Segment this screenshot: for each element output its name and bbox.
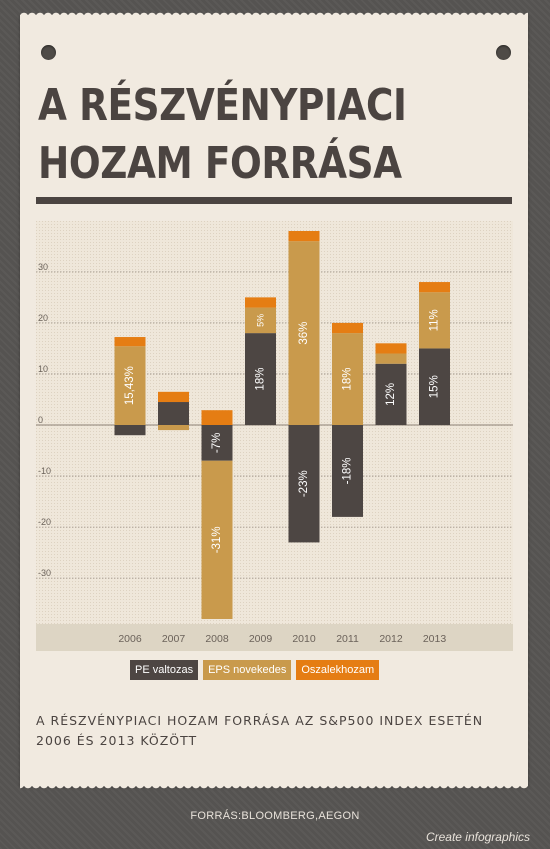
y-tick-label: 20: [38, 313, 48, 323]
torn-edge-top: [20, 9, 528, 17]
bar-pe-valtozas-2006: [114, 425, 146, 436]
stacked-bar-chart: 15,43% -7% -31% 18% 5% -23% 36% -18% 18% 12% 15% 11…: [36, 221, 513, 651]
bar-oszalekhozam-2011: [332, 322, 363, 334]
bar-eps-novekedes-2007: [158, 425, 189, 431]
chart-subtitle: A RÉSZVÉNYPIACI HOZAM FORRÁSA AZ S&P500 …: [36, 711, 516, 751]
y-tick-label: 30: [38, 262, 48, 272]
y-tick-label: -30: [38, 568, 51, 578]
bar-oszalekhozam-2008: [201, 410, 233, 425]
bar-pe-valtozas-2012: [375, 363, 407, 425]
data-label-2009: 5%: [256, 314, 266, 327]
data-label-2008: -7%: [211, 433, 223, 453]
bar-eps-novekedes-2006: [114, 346, 146, 425]
bar-oszalekhozam-2007: [158, 391, 189, 403]
data-label-2008: -31%: [211, 526, 223, 553]
bar-pe-valtozas-2008: [201, 425, 233, 461]
bar-pe-valtozas-2009: [245, 333, 276, 425]
paper-card: A RÉSZVÉNYPIACI HOZAM FORRÁSA 15,43% -7% -…: [20, 9, 528, 792]
source-note: FORRÁS:BLOOMBERG,AEGON: [190, 810, 360, 822]
pin-hole-left-icon: [41, 45, 56, 60]
pin-hole-right-icon: [496, 45, 511, 60]
bar-oszalekhozam-2012: [375, 343, 407, 354]
subtitle-line-1: A RÉSZVÉNYPIACI HOZAM FORRÁSA AZ S&P500 …: [36, 713, 484, 728]
y-tick-label: -20: [38, 517, 51, 527]
legend-item-eps-novekedes: EPS novekedes: [203, 660, 292, 680]
bar-eps-novekedes-2009: [245, 307, 276, 334]
x-axis-band: [36, 624, 513, 651]
legend-item-oszalekhozam: Oszalekhozam: [296, 660, 380, 680]
y-tick-label: -10: [38, 466, 51, 476]
bar-pe-valtozas-2010: [288, 425, 320, 543]
title-line-2: HOZAM FORRÁSA: [38, 138, 402, 189]
bar-oszalekhozam-2006: [114, 337, 146, 347]
data-label-2011: -18%: [342, 458, 354, 485]
x-tick-label-2008: 2008: [205, 633, 229, 645]
bar-pe-valtozas-2011: [332, 425, 363, 517]
data-label-2009: 18%: [255, 368, 267, 391]
bar-oszalekhozam-2013: [419, 282, 450, 293]
x-tick-label-2006: 2006: [118, 633, 142, 645]
subtitle-line-2: 2006 ÉS 2013 KÖZÖTT: [36, 733, 198, 748]
bar-pe-valtozas-2013: [419, 348, 450, 425]
chart-legend: PE valtozas EPS novekedes Oszalekhozam: [130, 660, 380, 680]
y-tick-label: 0: [38, 415, 43, 425]
bar-eps-novekedes-2013: [419, 292, 450, 349]
bar-oszalekhozam-2009: [245, 297, 276, 308]
x-tick-label-2012: 2012: [379, 633, 403, 645]
x-tick-label-2009: 2009: [249, 633, 273, 645]
bar-eps-novekedes-2010: [288, 241, 320, 425]
title-line-1: A RÉSZVÉNYPIACI: [38, 80, 407, 131]
legend-item-pe-valtozas: PE valtozas: [130, 660, 199, 680]
data-label-2013: 15%: [429, 375, 441, 398]
bar-pe-valtozas-2007: [158, 402, 189, 425]
y-tick-label: 10: [38, 364, 48, 374]
data-label-2010: 36%: [298, 322, 310, 345]
title-divider: [36, 197, 512, 204]
credit-link[interactable]: Create infographics: [425, 830, 530, 844]
x-tick-label-2011: 2011: [336, 633, 359, 645]
x-tick-label-2010: 2010: [292, 633, 316, 645]
data-label-2013: 11%: [429, 309, 441, 331]
x-tick-label-2007: 2007: [162, 633, 186, 645]
chart-svg: 15,43% -7% -31% 18% 5% -23% 36% -18% 18% 12% 15% 11…: [36, 221, 513, 651]
bar-eps-novekedes-2011: [332, 333, 363, 425]
bar-eps-novekedes-2012: [375, 353, 407, 364]
data-label-2011: 18%: [342, 368, 354, 391]
x-tick-label-2013: 2013: [423, 633, 447, 645]
bar-eps-novekedes-2008: [201, 460, 233, 619]
data-label-2006: 15,43%: [124, 366, 136, 405]
data-label-2010: -23%: [298, 470, 310, 497]
data-label-2012: 12%: [385, 383, 397, 406]
bar-oszalekhozam-2010: [288, 231, 320, 242]
page-title: A RÉSZVÉNYPIACI HOZAM FORRÁSA: [38, 77, 438, 193]
torn-edge-bottom: [20, 784, 528, 792]
